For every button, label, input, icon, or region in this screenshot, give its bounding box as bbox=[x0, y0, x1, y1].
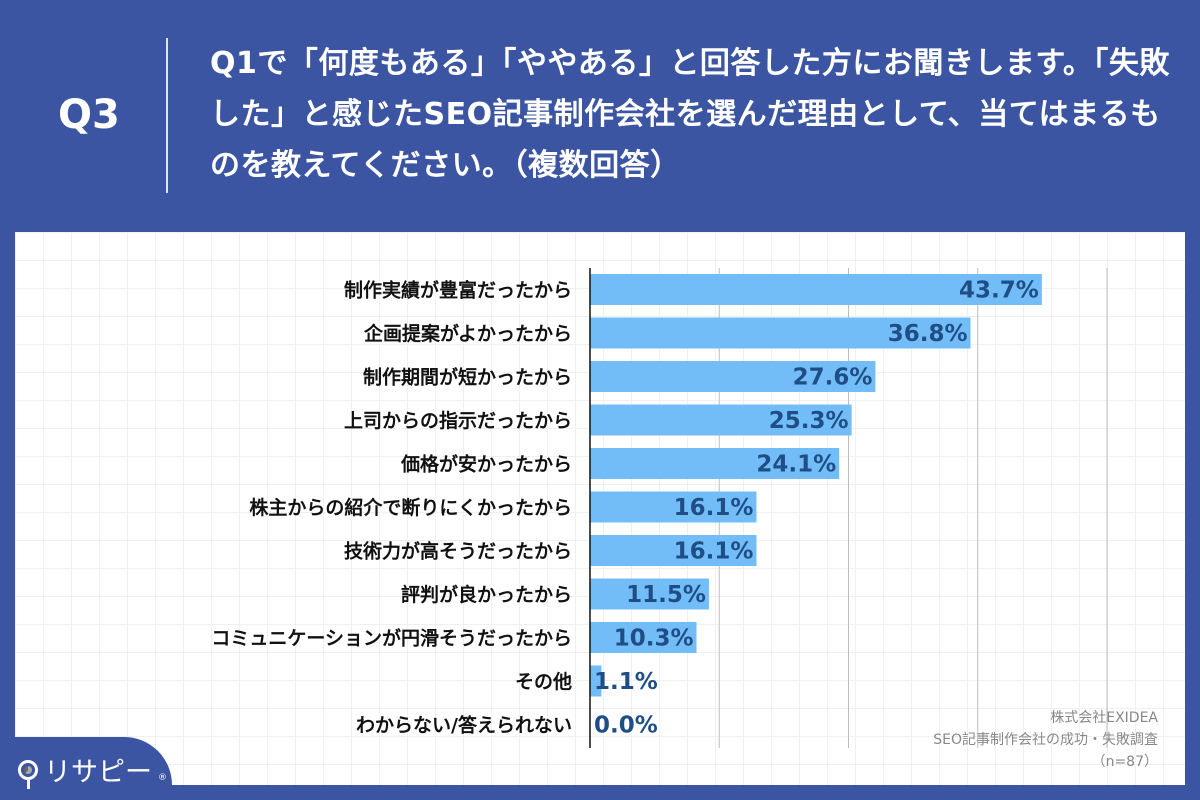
category-label: 制作実績が豊富だったから bbox=[344, 279, 572, 302]
value-label: 0.0% bbox=[594, 713, 658, 739]
category-label: 企画提案がよかったから bbox=[363, 322, 572, 345]
category-label: わからない/答えられない bbox=[356, 714, 572, 737]
source-company: 株式会社EXIDEA bbox=[1050, 710, 1158, 726]
bar bbox=[590, 361, 876, 392]
value-label: 16.1% bbox=[674, 539, 754, 565]
value-label: 16.1% bbox=[674, 495, 754, 521]
header-divider bbox=[166, 38, 168, 193]
category-label: 株主からの紹介で断りにくかったから bbox=[249, 496, 572, 519]
category-label: 技術力が高そうだったから bbox=[344, 540, 572, 563]
brand-logo: リサピー ® bbox=[18, 750, 167, 789]
category-label: 上司からの指示だったから bbox=[344, 410, 572, 432]
value-label: 27.6% bbox=[793, 365, 873, 391]
value-label: 25.3% bbox=[769, 408, 849, 434]
bar bbox=[590, 491, 757, 523]
bar bbox=[590, 317, 971, 349]
question-number: Q3 bbox=[58, 92, 120, 138]
category-label: コミュニケーションが円滑そうだったから bbox=[211, 627, 572, 650]
question-text: Q1で「何度もある」「ややある」と回答した方にお聞きします。「失敗した」と感じた… bbox=[210, 46, 1170, 183]
value-label: 10.3% bbox=[614, 626, 694, 652]
category-label: 価格が安かったから bbox=[400, 453, 572, 476]
bar bbox=[590, 665, 602, 697]
value-label: 1.1% bbox=[594, 669, 658, 695]
value-label: 36.8% bbox=[888, 321, 968, 347]
source-note: 株式会社EXIDEA SEO記事制作会社の成功・失敗調査 （n=87） bbox=[933, 707, 1158, 773]
category-label: その他 bbox=[515, 670, 572, 693]
value-label: 11.5% bbox=[626, 582, 706, 608]
bar bbox=[590, 578, 709, 610]
value-label: 24.1% bbox=[756, 452, 836, 478]
category-label: 制作期間が短かったから bbox=[363, 366, 572, 389]
bar bbox=[590, 404, 852, 436]
bar bbox=[590, 622, 697, 653]
source-survey: SEO記事制作会社の成功・失敗調査 bbox=[933, 732, 1158, 748]
category-label: 評判が良かったから bbox=[401, 583, 572, 606]
registered-mark: ® bbox=[158, 772, 167, 783]
pin-icon bbox=[18, 759, 38, 789]
bar bbox=[590, 274, 1042, 305]
bar bbox=[590, 535, 757, 566]
bar bbox=[590, 448, 840, 479]
value-label: 43.7% bbox=[959, 278, 1039, 304]
logo-text: リサピー bbox=[44, 757, 152, 788]
source-sample: （n=87） bbox=[1091, 754, 1158, 770]
